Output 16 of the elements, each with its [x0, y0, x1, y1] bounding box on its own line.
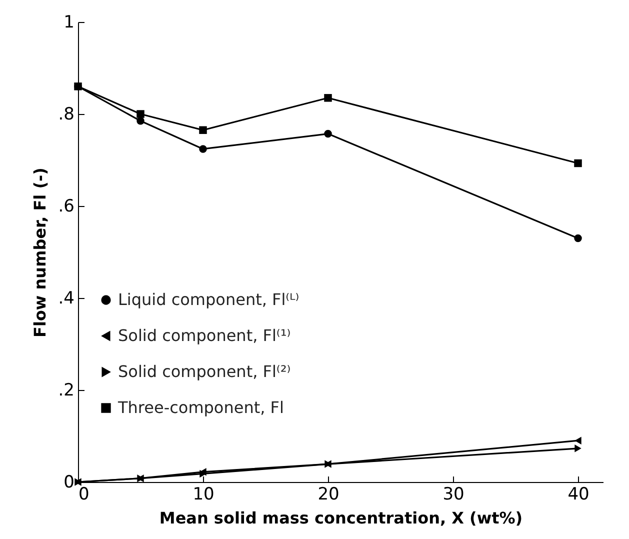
- x-tick-label: 40: [568, 484, 590, 504]
- legend-label: Solid component, Fl⁽¹⁾: [118, 326, 291, 345]
- x-axis-title: Mean solid mass concentration, X (wt%): [159, 508, 523, 528]
- x-tick-label: 20: [318, 484, 340, 504]
- y-tick-label: .8: [58, 104, 74, 124]
- y-tick-label: .2: [58, 380, 74, 400]
- legend-label: Solid component, Fl⁽²⁾: [118, 362, 291, 381]
- y-axis-title: Flow number, Fl (-): [30, 168, 50, 338]
- x-tick-label: 30: [442, 484, 464, 504]
- y-tick-label: 1: [64, 12, 74, 32]
- legend-label: Three-component, Fl: [117, 398, 284, 417]
- y-tick-label: .6: [58, 196, 74, 216]
- x-tick-label: 0: [78, 484, 90, 504]
- legend-label: Liquid component, Fl⁽ᴸ⁾: [118, 290, 300, 309]
- x-tick-label: 10: [192, 484, 214, 504]
- y-tick-label: .4: [58, 288, 74, 308]
